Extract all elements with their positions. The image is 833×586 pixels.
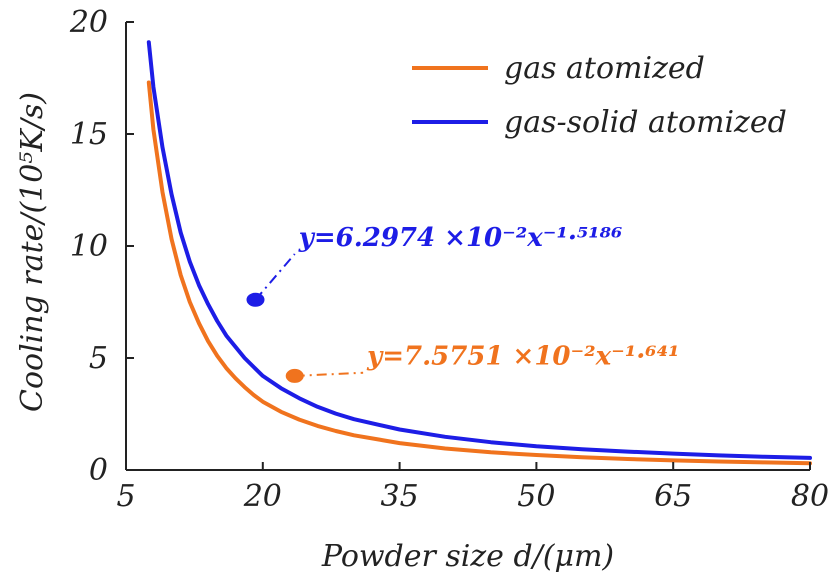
gas-solid-fit-leader [254, 253, 296, 301]
gas-solid-fit-marker [246, 292, 265, 307]
x-tick-label: 80 [791, 479, 829, 514]
x-axis-title: Powder size d/(μm) [321, 539, 614, 574]
y-tick-label: 20 [69, 5, 108, 40]
y-tick-label: 10 [70, 229, 108, 264]
legend-label-gas-atomized: gas atomized [504, 51, 705, 86]
x-tick-label: 65 [654, 479, 692, 514]
series-line-gas-atomized [146, 80, 812, 466]
series-line-gas-solid-atomized [146, 40, 812, 460]
gas-solid-fit-equation: y=6.2974 ×10⁻²x⁻¹·⁵¹⁸⁶ [298, 223, 623, 253]
annotation-layer: y=6.2974 ×10⁻²x⁻¹·⁵¹⁸⁶ y=7.5751 ×10⁻²x⁻¹·… [246, 223, 679, 383]
gas-fit-equation: y=7.5751 ×10⁻²x⁻¹·⁶⁴¹ [366, 342, 679, 372]
series-layer [146, 40, 812, 466]
x-tick-label: 50 [517, 479, 555, 514]
y-axis-title: Cooling rate/(10⁵K/s) [15, 92, 50, 412]
y-tick-label: 5 [89, 341, 108, 376]
x-tick-label: 5 [116, 479, 135, 514]
legend-label-gas-solid-atomized: gas-solid atomized [504, 105, 787, 140]
legend: gas atomized gas-solid atomized [412, 51, 787, 140]
y-tick-label: 0 [89, 453, 108, 488]
gas-fit-marker [285, 368, 304, 383]
x-tick-label: 20 [243, 479, 282, 514]
y-tick-label: 15 [70, 117, 108, 152]
gas-fit-leader [294, 371, 364, 377]
x-tick-label: 35 [381, 479, 419, 514]
